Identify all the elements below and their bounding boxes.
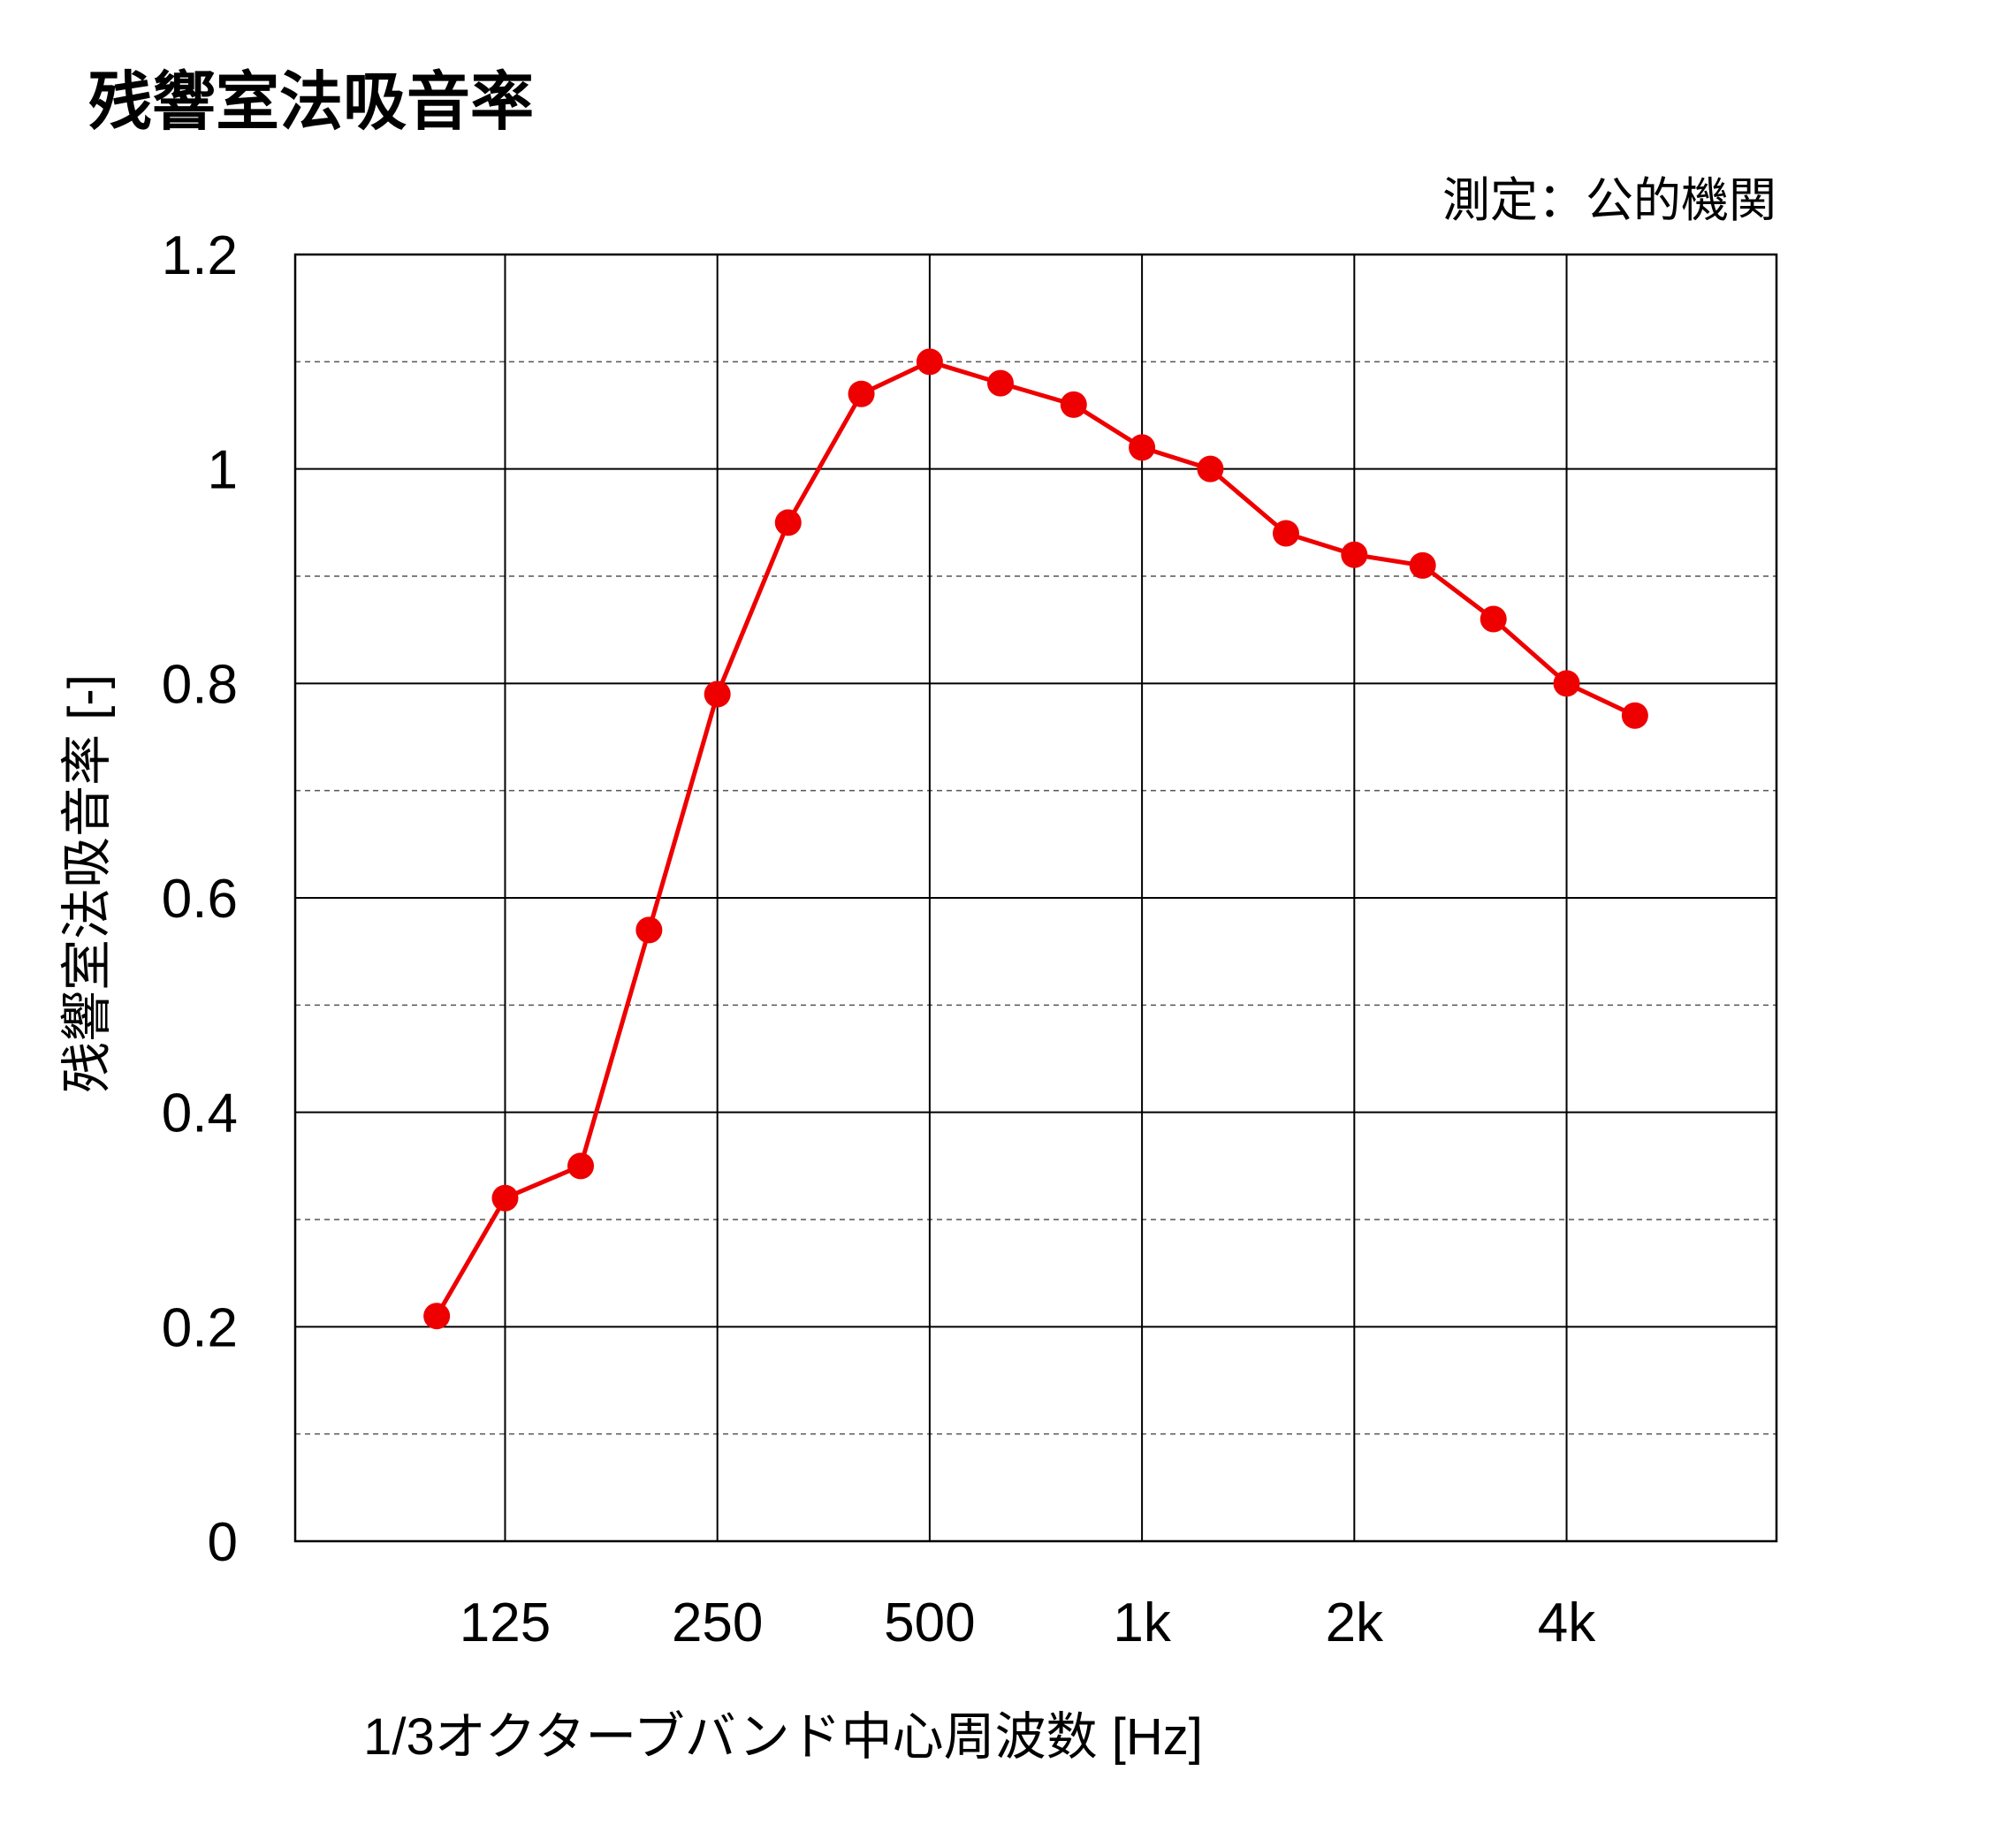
major-gridlines: [295, 254, 1776, 1542]
data-point: [986, 369, 1014, 397]
data-point: [491, 1184, 519, 1212]
data-point: [774, 509, 802, 536]
data-point: [1621, 702, 1648, 729]
data-point: [635, 916, 663, 944]
data-point: [1341, 541, 1368, 568]
data-point: [423, 1303, 451, 1330]
x-tick-label: 4k: [1538, 1592, 1596, 1653]
data-point: [916, 348, 943, 376]
x-tick-labels: 125 250 500 1k 2k 4k: [460, 1592, 1597, 1653]
minor-gridlines: [295, 361, 1776, 1435]
x-tick-label: 250: [672, 1592, 763, 1653]
y-tick-labels: 0 0.2 0.4 0.6 0.8 1 1.2: [162, 225, 238, 1573]
series-layer: [423, 348, 1648, 1330]
data-point: [704, 680, 731, 708]
y-tick-label: 1.2: [162, 225, 238, 286]
x-axis-label: 1/3オクターブバンド中心周波数 [Hz]: [363, 1708, 1203, 1766]
x-tick-label: 125: [460, 1592, 551, 1653]
y-tick-label: 0: [208, 1512, 238, 1573]
data-point: [1553, 670, 1580, 697]
y-tick-label: 0.6: [162, 869, 238, 930]
y-tick-label: 1: [208, 440, 238, 501]
plot-frame: [293, 253, 1778, 1543]
x-tick-label: 2k: [1326, 1592, 1384, 1653]
y-axis-label: 残響室法吸音率 [-]: [58, 674, 116, 1093]
chart-title: 残響室法吸音率: [88, 67, 534, 138]
data-point: [1197, 455, 1224, 483]
data-point: [1272, 520, 1299, 547]
data-point: [1060, 391, 1087, 418]
y-tick-label: 0.2: [162, 1297, 238, 1358]
source-note: 測定：公的機関: [1442, 174, 1776, 227]
data-point: [1480, 605, 1507, 633]
x-tick-label: 500: [884, 1592, 975, 1653]
data-point: [1409, 551, 1436, 579]
y-tick-label: 0.8: [162, 654, 238, 715]
data-point: [1129, 434, 1156, 461]
data-point: [567, 1152, 595, 1180]
y-tick-label: 0.4: [162, 1083, 238, 1144]
series-line: [434, 359, 1636, 1318]
x-tick-label: 1k: [1113, 1592, 1171, 1653]
data-point: [848, 380, 875, 407]
